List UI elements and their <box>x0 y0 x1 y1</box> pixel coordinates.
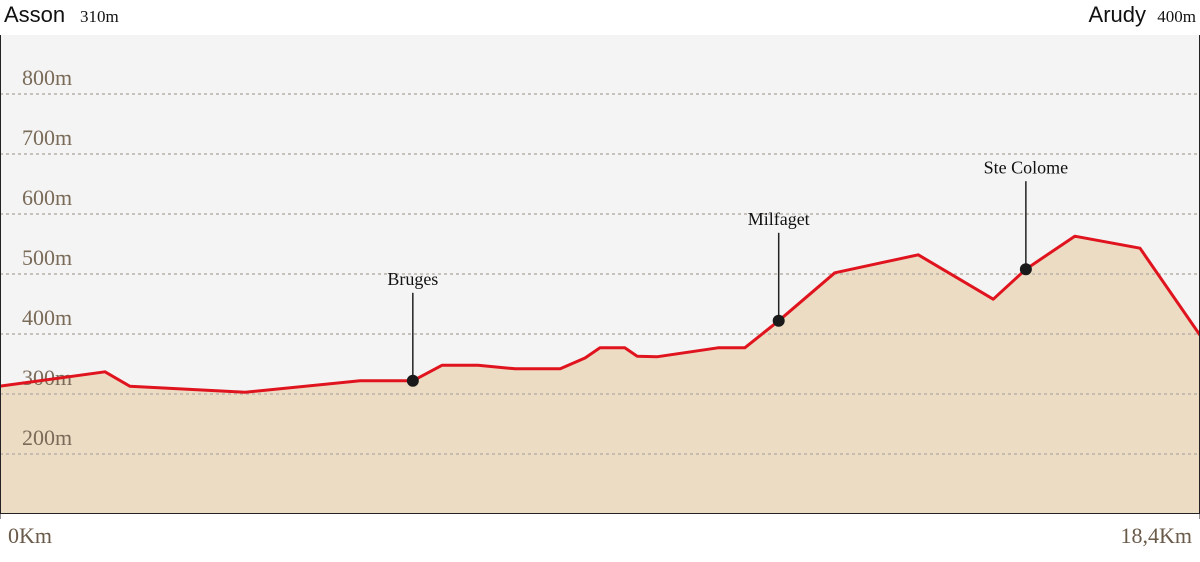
y-tick-label: 700m <box>22 125 72 150</box>
x-tick-label: 18,4Km <box>1121 523 1193 548</box>
y-tick-label: 500m <box>22 245 72 270</box>
start-name: Asson <box>4 2 65 27</box>
marker-dot <box>1019 263 1032 276</box>
marker-label: Milfaget <box>748 209 810 229</box>
marker-label: Ste Colome <box>984 157 1069 177</box>
y-tick-label: 200m <box>22 425 72 450</box>
y-tick-label: 400m <box>22 305 72 330</box>
end-elevation: 400m <box>1157 7 1196 26</box>
marker-dot <box>406 374 419 387</box>
area <box>0 236 1200 514</box>
line <box>0 234 1200 394</box>
end-name: Arudy <box>1089 2 1146 27</box>
y-tick-label: 600m <box>22 185 72 210</box>
x-tick-label: 0Km <box>8 523 52 548</box>
marker-label: Bruges <box>387 269 438 289</box>
start-elevation: 310m <box>80 7 119 26</box>
marker-dot <box>772 314 785 327</box>
y-tick-label: 800m <box>22 65 72 90</box>
